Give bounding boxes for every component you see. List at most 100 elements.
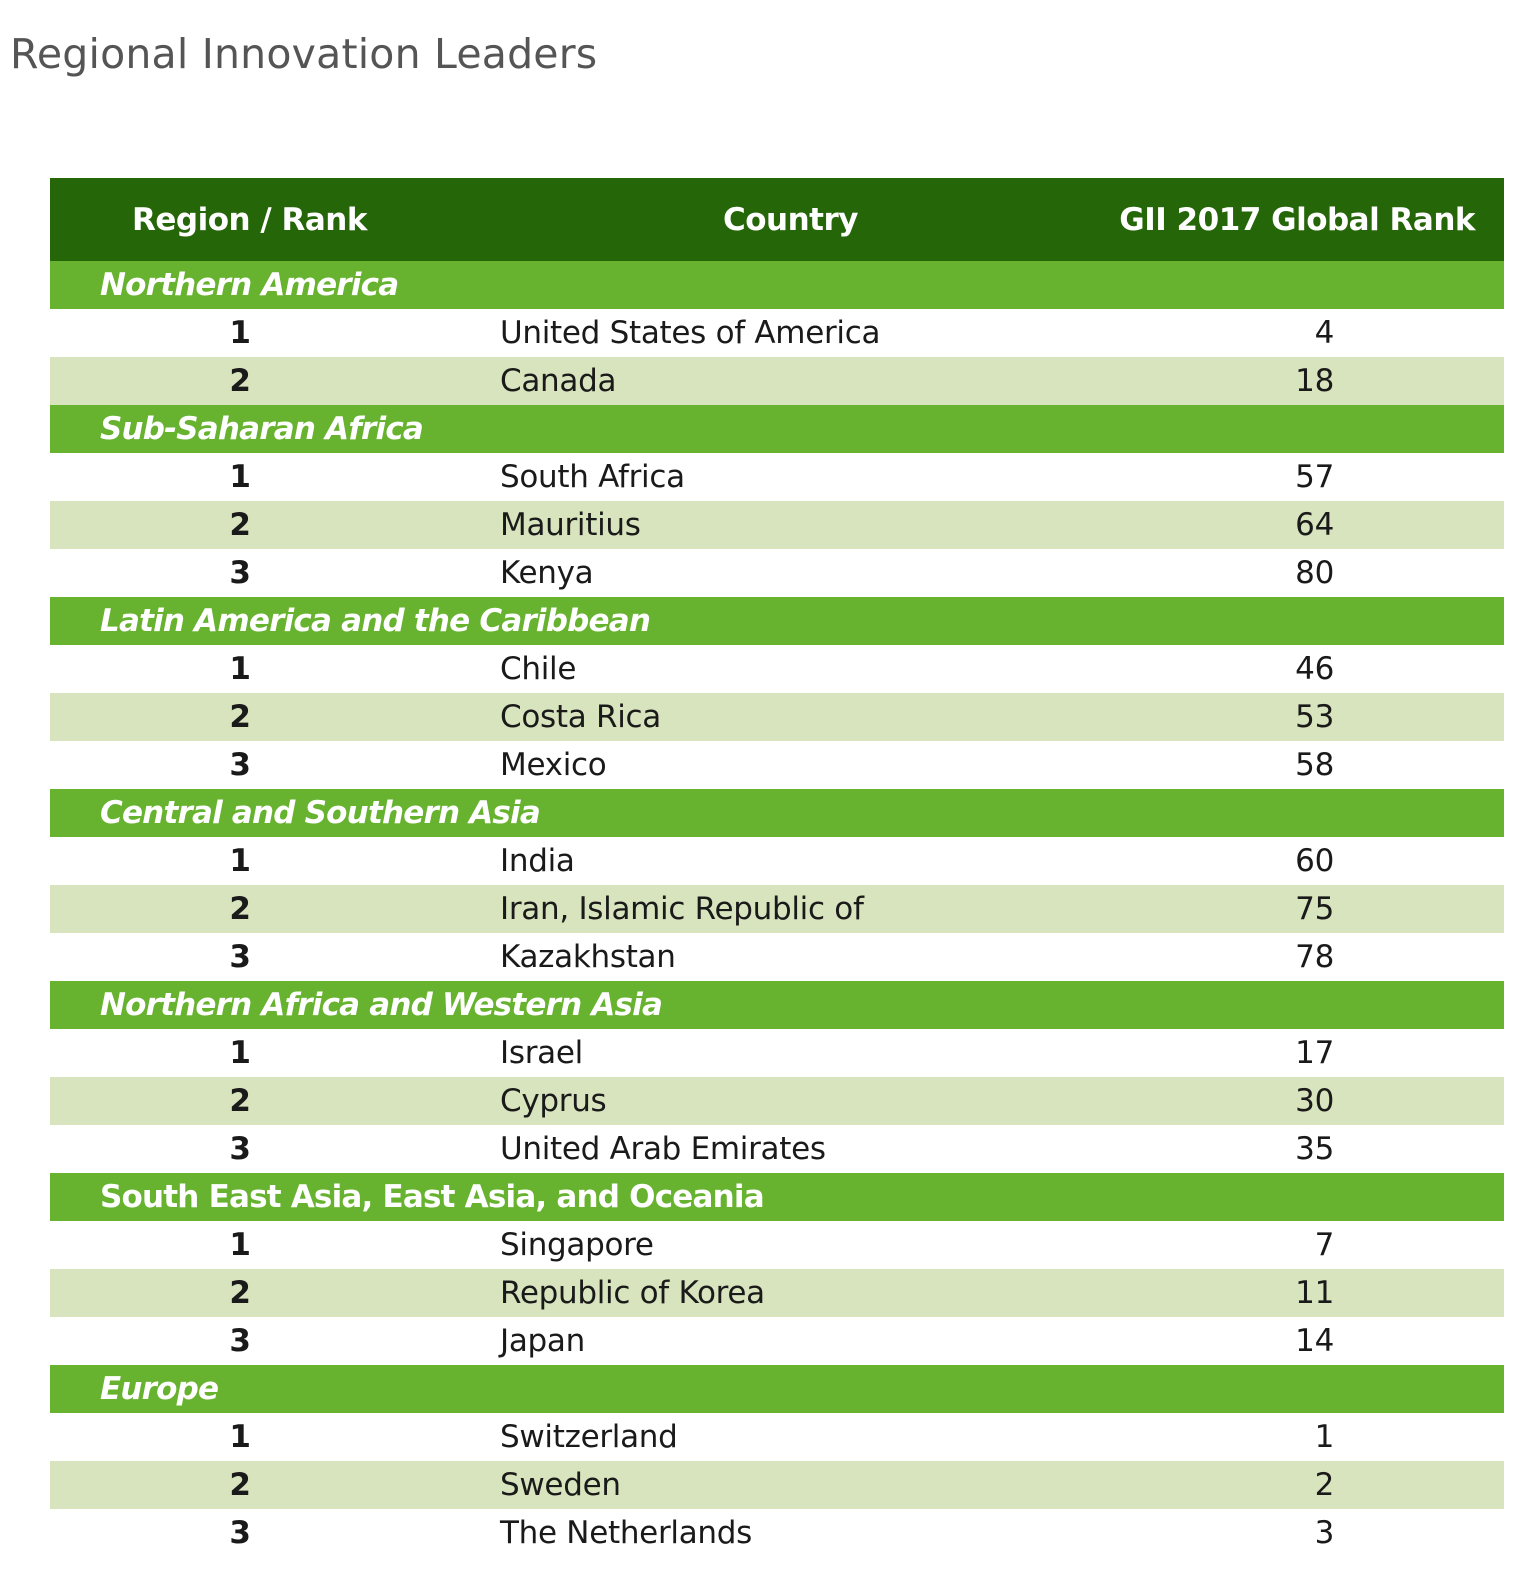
- region-row: South East Asia, East Asia, and Oceania: [50, 1173, 1504, 1221]
- table-row: 2 Mauritius 64: [50, 501, 1504, 549]
- global-rank-cell: 46: [1018, 645, 1504, 693]
- country-cell: Republic of Korea: [498, 1269, 1018, 1317]
- table-row: 2 Cyprus 30: [50, 1077, 1504, 1125]
- country-cell: Kazakhstan: [498, 933, 1018, 981]
- global-rank-cell: 4: [1018, 309, 1504, 357]
- country-cell: Kenya: [498, 549, 1018, 597]
- region-rank-cell: 1: [50, 1221, 498, 1269]
- country-cell: South Africa: [498, 453, 1018, 501]
- table-row: 3 Mexico 58: [50, 741, 1504, 789]
- country-cell: Iran, Islamic Republic of: [498, 885, 1018, 933]
- region-rank-cell: 2: [50, 1461, 498, 1509]
- country-cell: Israel: [498, 1029, 1018, 1077]
- region-rank-cell: 1: [50, 1029, 498, 1077]
- table-row: 1 Chile 46: [50, 645, 1504, 693]
- table-body: Northern America 1 United States of Americ…: [50, 261, 1504, 1557]
- global-rank-cell: 3: [1018, 1509, 1504, 1557]
- table-row: 2 Costa Rica 53: [50, 693, 1504, 741]
- region-rank-cell: 2: [50, 1269, 498, 1317]
- column-header-country: Country: [498, 178, 1018, 261]
- region-rank-cell: 1: [50, 837, 498, 885]
- region-name: Sub-Saharan Africa: [50, 405, 1504, 453]
- innovation-leaders-table-container: Region / Rank Country GII 2017 Global Ra…: [50, 178, 1504, 1557]
- table-header-row: Region / Rank Country GII 2017 Global Ra…: [50, 178, 1504, 261]
- global-rank-cell: 35: [1018, 1125, 1504, 1173]
- global-rank-cell: 58: [1018, 741, 1504, 789]
- region-row: Europe: [50, 1365, 1504, 1413]
- table-row: 1 United States of America 4: [50, 309, 1504, 357]
- table-row: 3 United Arab Emirates 35: [50, 1125, 1504, 1173]
- table-row: 3 Kenya 80: [50, 549, 1504, 597]
- region-name: Central and Southern Asia: [50, 789, 1504, 837]
- table-header: Region / Rank Country GII 2017 Global Ra…: [50, 178, 1504, 261]
- table-row: 1 Switzerland 1: [50, 1413, 1504, 1461]
- region-rank-cell: 3: [50, 1317, 498, 1365]
- country-cell: Costa Rica: [498, 693, 1018, 741]
- region-rank-cell: 1: [50, 453, 498, 501]
- country-cell: Mauritius: [498, 501, 1018, 549]
- region-rank-cell: 3: [50, 1509, 498, 1557]
- region-rank-cell: 3: [50, 933, 498, 981]
- country-cell: The Netherlands: [498, 1509, 1018, 1557]
- region-row: Northern America: [50, 261, 1504, 309]
- column-header-region-rank: Region / Rank: [50, 178, 498, 261]
- global-rank-cell: 80: [1018, 549, 1504, 597]
- global-rank-cell: 75: [1018, 885, 1504, 933]
- country-cell: Mexico: [498, 741, 1018, 789]
- region-rank-cell: 2: [50, 1077, 498, 1125]
- table-row: 2 Canada 18: [50, 357, 1504, 405]
- global-rank-cell: 30: [1018, 1077, 1504, 1125]
- country-cell: Singapore: [498, 1221, 1018, 1269]
- global-rank-cell: 14: [1018, 1317, 1504, 1365]
- table-row: 2 Republic of Korea 11: [50, 1269, 1504, 1317]
- global-rank-cell: 1: [1018, 1413, 1504, 1461]
- region-name: Europe: [50, 1365, 1504, 1413]
- global-rank-cell: 17: [1018, 1029, 1504, 1077]
- country-cell: Canada: [498, 357, 1018, 405]
- region-rank-cell: 2: [50, 885, 498, 933]
- table-row: 3 Japan 14: [50, 1317, 1504, 1365]
- country-cell: United States of America: [498, 309, 1018, 357]
- region-rank-cell: 2: [50, 501, 498, 549]
- region-row: Northern Africa and Western Asia: [50, 981, 1504, 1029]
- country-cell: Chile: [498, 645, 1018, 693]
- region-rank-cell: 3: [50, 741, 498, 789]
- region-name: South East Asia, East Asia, and Oceania: [50, 1173, 1504, 1221]
- region-rank-cell: 1: [50, 645, 498, 693]
- region-row: Sub-Saharan Africa: [50, 405, 1504, 453]
- global-rank-cell: 2: [1018, 1461, 1504, 1509]
- country-cell: United Arab Emirates: [498, 1125, 1018, 1173]
- region-rank-cell: 2: [50, 357, 498, 405]
- region-name: Northern Africa and Western Asia: [50, 981, 1504, 1029]
- country-cell: Japan: [498, 1317, 1018, 1365]
- region-rank-cell: 1: [50, 309, 498, 357]
- global-rank-cell: 64: [1018, 501, 1504, 549]
- global-rank-cell: 11: [1018, 1269, 1504, 1317]
- global-rank-cell: 78: [1018, 933, 1504, 981]
- region-name: Northern America: [50, 261, 1504, 309]
- table-row: 2 Sweden 2: [50, 1461, 1504, 1509]
- country-cell: India: [498, 837, 1018, 885]
- region-rank-cell: 2: [50, 693, 498, 741]
- region-row: Latin America and the Caribbean: [50, 597, 1504, 645]
- column-header-global-rank: GII 2017 Global Rank: [1018, 178, 1504, 261]
- global-rank-cell: 53: [1018, 693, 1504, 741]
- global-rank-cell: 7: [1018, 1221, 1504, 1269]
- region-rank-cell: 3: [50, 549, 498, 597]
- region-name: Latin America and the Caribbean: [50, 597, 1504, 645]
- global-rank-cell: 60: [1018, 837, 1504, 885]
- table-row: 3 Kazakhstan 78: [50, 933, 1504, 981]
- region-rank-cell: 1: [50, 1413, 498, 1461]
- region-row: Central and Southern Asia: [50, 789, 1504, 837]
- region-rank-cell: 3: [50, 1125, 498, 1173]
- global-rank-cell: 57: [1018, 453, 1504, 501]
- table-row: 1 India 60: [50, 837, 1504, 885]
- country-cell: Sweden: [498, 1461, 1018, 1509]
- table-row: 3 The Netherlands 3: [50, 1509, 1504, 1557]
- table-row: 1 South Africa 57: [50, 453, 1504, 501]
- table-row: 2 Iran, Islamic Republic of 75: [50, 885, 1504, 933]
- table-row: 1 Singapore 7: [50, 1221, 1504, 1269]
- table-row: 1 Israel 17: [50, 1029, 1504, 1077]
- page-title: Regional Innovation Leaders: [10, 30, 598, 78]
- country-cell: Switzerland: [498, 1413, 1018, 1461]
